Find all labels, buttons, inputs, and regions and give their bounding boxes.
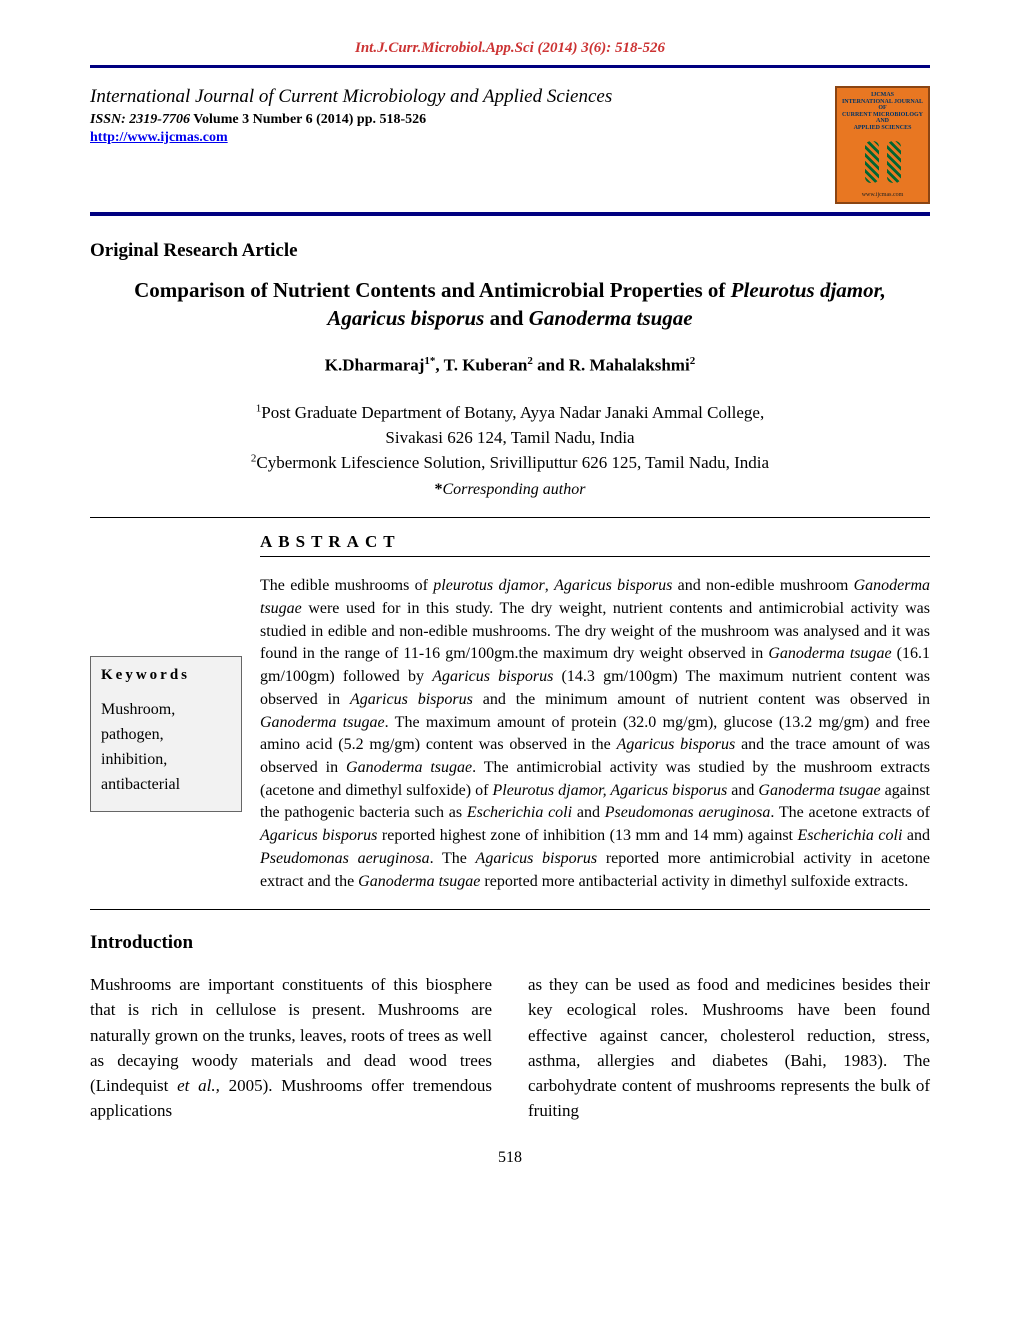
abs-t11: and xyxy=(727,782,758,799)
journal-site-link[interactable]: http://www.ijcmas.com xyxy=(90,130,228,145)
aff2: Cybermonk Lifescience Solution, Srivilli… xyxy=(256,453,769,472)
abs-t13: and xyxy=(572,804,605,821)
abs-sp12: Escherichia coli xyxy=(467,804,572,821)
author-1-sup: 1* xyxy=(424,355,435,367)
helix-left xyxy=(865,141,879,183)
keywords-column: Keywords Mushroom, pathogen, inhibition,… xyxy=(90,575,242,893)
abs-t17: . The xyxy=(430,850,476,867)
abstract-heading-rule xyxy=(260,556,930,557)
abs-t1: The edible mushrooms of xyxy=(260,577,433,594)
abstract-text: The edible mushrooms of pleurotus djamor… xyxy=(260,575,930,893)
top-rule xyxy=(90,65,930,68)
keywords-list: Mushroom, pathogen, inhibition, antibact… xyxy=(101,698,231,797)
abs-sp13: Pseudomonas aeruginosa xyxy=(605,804,771,821)
page-number: 518 xyxy=(90,1149,930,1167)
abs-t2: , xyxy=(545,577,554,594)
abs-t3: and non-edible mushroom xyxy=(672,577,853,594)
paper-title: Comparison of Nutrient Contents and Anti… xyxy=(110,276,910,333)
title-prefix: Comparison of Nutrient Contents and Anti… xyxy=(134,278,731,302)
abs-t19: reported more antibacterial activity in … xyxy=(480,873,908,890)
title-mid: and xyxy=(484,306,528,330)
journal-title: International Journal of Current Microbi… xyxy=(90,86,835,108)
author-2: , T. Kuberan xyxy=(435,355,527,374)
intro-etal: et al., xyxy=(177,1076,220,1095)
cover-line3: CURRENT MICROBIOLOGY AND xyxy=(841,112,924,125)
cover-line2: INTERNATIONAL JOURNAL OF xyxy=(841,99,924,112)
article-type-label: Original Research Article xyxy=(90,240,930,262)
masthead: International Journal of Current Microbi… xyxy=(90,86,930,204)
abs-sp1: pleurotus djamor xyxy=(433,577,544,594)
corresponding-asterisk: * xyxy=(435,481,443,498)
abstract-body: Keywords Mushroom, pathogen, inhibition,… xyxy=(90,575,930,893)
authors-line: K.Dharmaraj1*, T. Kuberan 2 and R. Mahala… xyxy=(90,355,930,376)
abs-sp2: Agaricus bisporus xyxy=(554,577,672,594)
abs-sp7: Ganoderma tsugae xyxy=(260,714,385,731)
helix-right xyxy=(887,141,901,183)
masthead-rule xyxy=(90,212,930,216)
keywords-box: Keywords Mushroom, pathogen, inhibition,… xyxy=(90,656,242,812)
author-3: and R. Mahalakshmi xyxy=(533,355,690,374)
keywords-heading: Keywords xyxy=(101,667,231,684)
abstract-heading: ABSTRACT xyxy=(260,532,930,552)
cover-line1: IJCMAS xyxy=(841,92,924,99)
abs-t15: reported highest zone of inhibition (13 … xyxy=(377,827,797,844)
aff1-line1: Post Graduate Department of Botany, Ayya… xyxy=(261,403,764,422)
abs-sp8: Agaricus bisporus xyxy=(617,736,736,753)
dna-helix-icon xyxy=(865,141,901,183)
abs-t14: . The acetone extracts of xyxy=(770,804,930,821)
author-3-sup: 2 xyxy=(690,355,696,367)
intro-col-left: Mushrooms are important constituents of … xyxy=(90,972,492,1123)
intro-col-right: as they can be used as food and medicine… xyxy=(528,972,930,1123)
abs-sp5: Agaricus bisporus xyxy=(432,668,553,685)
abs-sp17: Agaricus bisporus xyxy=(476,850,598,867)
running-header: Int.J.Curr.Microbiol.App.Sci (2014) 3(6)… xyxy=(90,40,930,57)
abstract-head-row: ABSTRACT xyxy=(260,532,930,557)
abs-t16: and xyxy=(902,827,930,844)
corresponding-author: *Corresponding author xyxy=(90,481,930,499)
introduction-columns: Mushrooms are important constituents of … xyxy=(90,972,930,1123)
issn-line: ISSN: 2319-7706 Volume 3 Number 6 (2014)… xyxy=(90,112,835,128)
corresponding-label: Corresponding author xyxy=(443,481,586,498)
abs-sp11: Ganoderma tsugae xyxy=(758,782,880,799)
issue-info: Volume 3 Number 6 (2014) pp. 518-526 xyxy=(190,112,426,127)
abs-sp6: Agaricus bisporus xyxy=(350,691,473,708)
cover-line4: APPLIED SCIENCES xyxy=(841,125,924,132)
abs-t7: and the minimum amount of nutrient conte… xyxy=(473,691,930,708)
title-species-2: Ganoderma tsugae xyxy=(529,306,693,330)
introduction-heading: Introduction xyxy=(90,932,930,954)
author-1: K.Dharmaraj xyxy=(325,355,425,374)
abs-sp16: Pseudomonas aeruginosa xyxy=(260,850,430,867)
cover-bottom-text: www.ijcmas.com xyxy=(862,192,904,198)
masthead-left: International Journal of Current Microbi… xyxy=(90,86,835,146)
abstract-section: ABSTRACT Keywords Mushroom, pathogen, in… xyxy=(90,517,930,910)
abs-sp14: Agaricus bisporus xyxy=(260,827,377,844)
cover-top-text: IJCMAS INTERNATIONAL JOURNAL OF CURRENT … xyxy=(841,92,924,132)
cover-graphic xyxy=(865,132,901,192)
aff1-line2: Sivakasi 626 124, Tamil Nadu, India xyxy=(385,428,634,447)
abs-sp9: Ganoderma tsugae xyxy=(346,759,472,776)
abs-sp4: Ganoderma tsugae xyxy=(768,645,891,662)
abs-sp18: Ganoderma tsugae xyxy=(358,873,480,890)
journal-cover-thumbnail: IJCMAS INTERNATIONAL JOURNAL OF CURRENT … xyxy=(835,86,930,204)
abs-sp10: Pleurotus djamor, Agaricus bisporus xyxy=(492,782,727,799)
abs-sp15: Escherichia coli xyxy=(797,827,902,844)
affiliations: 1Post Graduate Department of Botany, Ayy… xyxy=(90,401,930,475)
issn-label: ISSN: 2319-7706 xyxy=(90,112,190,127)
